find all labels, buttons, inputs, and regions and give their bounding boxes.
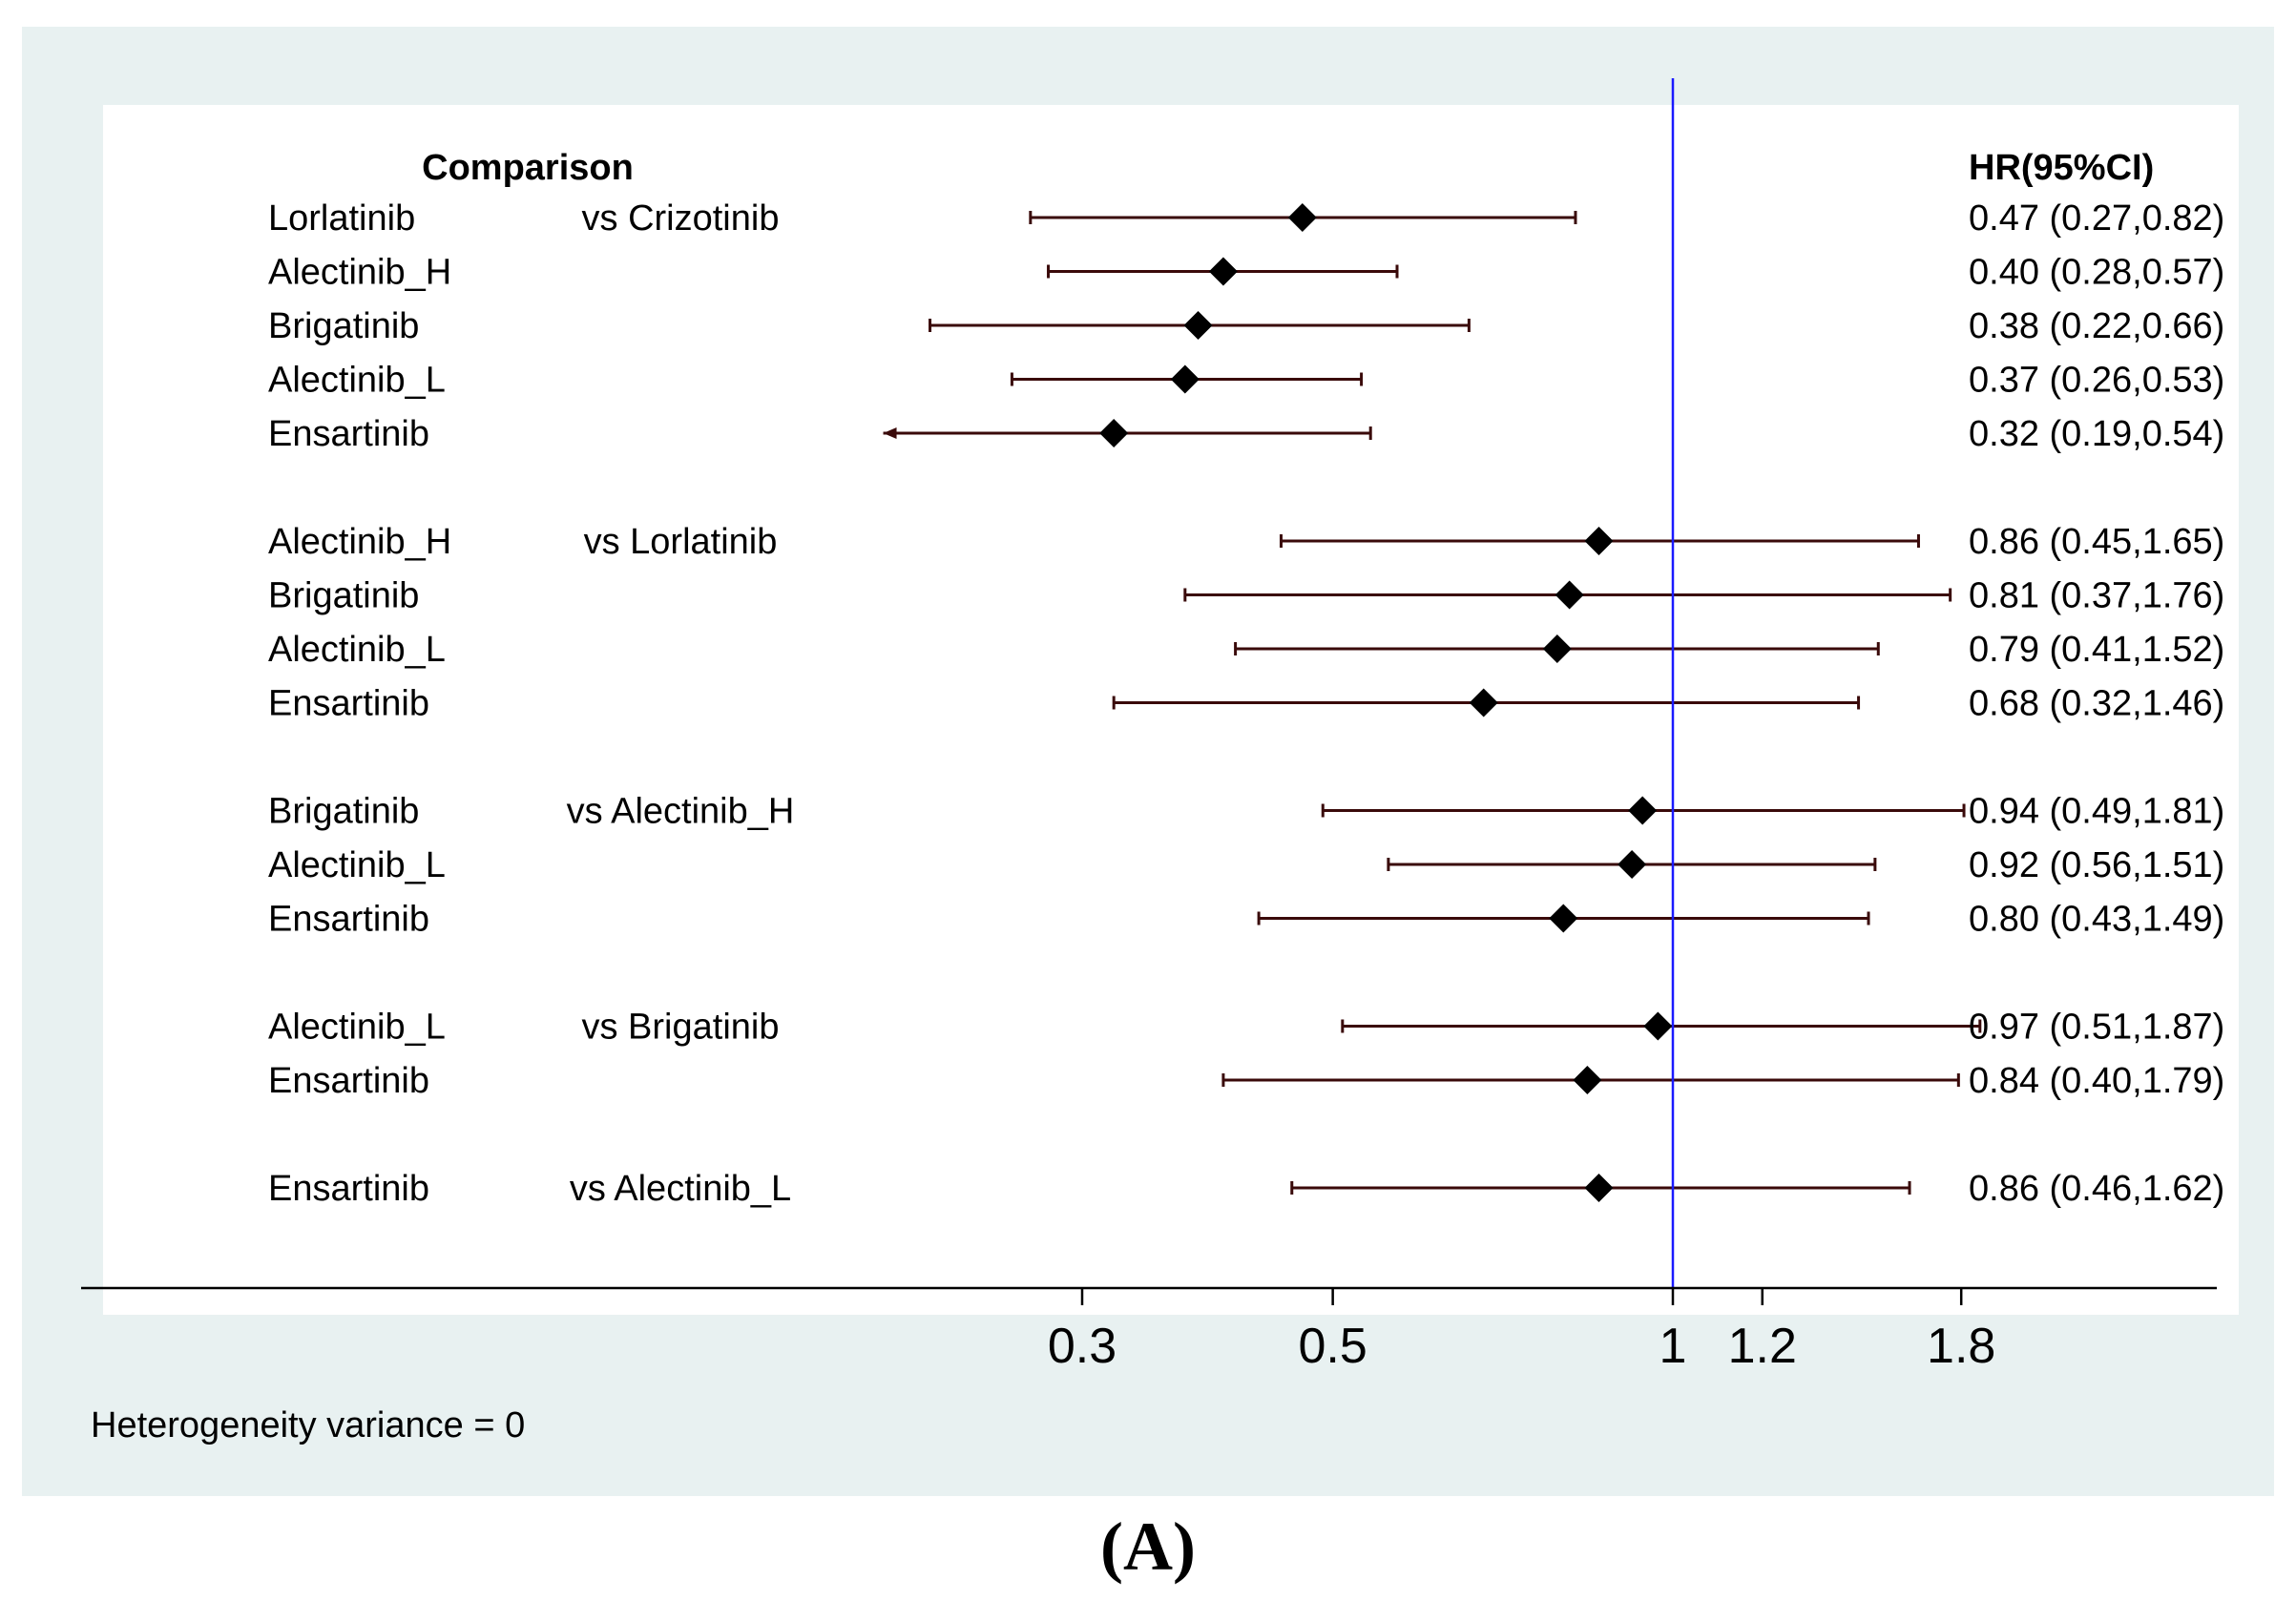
hr-ci-label: 0.38 (0.22,0.66) — [1969, 306, 2224, 346]
x-tick-label: 0.5 — [1298, 1319, 1367, 1374]
hr-ci-label: 0.94 (0.49,1.81) — [1969, 792, 2224, 832]
treatment-label: Ensartinib — [268, 1169, 429, 1209]
treatment-label: Ensartinib — [268, 414, 429, 454]
reference-label: vs Brigatinib — [582, 1008, 780, 1048]
forest-row: Alectinib_L vs Brigatinib 0.97 (0.51,1.87) — [268, 1008, 2224, 1048]
forest-row: Alectinib_L 0.79 (0.41,1.52) — [268, 630, 2224, 670]
hr-ci-label: 0.79 (0.41,1.52) — [1969, 630, 2224, 670]
forest-row: Ensartinib vs Alectinib_L 0.86 (0.46,1.62) — [268, 1169, 2224, 1209]
hr-marker — [1628, 796, 1658, 825]
hr-marker — [1099, 419, 1129, 447]
treatment-label: Ensartinib — [268, 684, 429, 724]
hr-marker — [1287, 203, 1317, 232]
hr-ci-label: 0.86 (0.46,1.62) — [1969, 1169, 2224, 1209]
ci-clip-arrow — [883, 427, 897, 439]
treatment-label: Brigatinib — [268, 576, 419, 616]
hr-marker — [1584, 1174, 1614, 1202]
reference-label: vs Alectinib_H — [567, 792, 795, 832]
treatment-label: Brigatinib — [268, 792, 419, 832]
treatment-label: Lorlatinib — [268, 198, 415, 239]
hr-ci-label: 0.32 (0.19,0.54) — [1969, 414, 2224, 454]
hr-ci-label: 0.97 (0.51,1.87) — [1969, 1008, 2224, 1048]
x-tick-label: 1.8 — [1927, 1319, 1995, 1374]
hr-marker — [1643, 1011, 1673, 1041]
reference-label: vs Crizotinib — [582, 198, 780, 239]
hr-marker — [1183, 311, 1213, 340]
treatment-label: Alectinib_H — [268, 522, 451, 562]
hr-marker — [1573, 1066, 1602, 1094]
plot-panel — [103, 105, 2239, 1315]
treatment-label: Alectinib_L — [268, 361, 446, 401]
treatment-label: Alectinib_L — [268, 630, 446, 670]
hr-ci-label: 0.92 (0.56,1.51) — [1969, 845, 2224, 885]
forest-row: Brigatinib vs Alectinib_H 0.94 (0.49,1.81) — [268, 792, 2224, 832]
estimate-header: HR(95%CI) — [1969, 148, 2154, 188]
x-tick-label: 1 — [1659, 1319, 1687, 1374]
forest-row: Ensartinib 0.80 (0.43,1.49) — [268, 900, 2224, 940]
hr-marker — [1618, 850, 1647, 879]
hr-marker — [1584, 527, 1614, 555]
treatment-label: Brigatinib — [268, 306, 419, 346]
x-tick-label: 1.2 — [1728, 1319, 1797, 1374]
hr-ci-label: 0.37 (0.26,0.53) — [1969, 361, 2224, 401]
x-axis-ticks: 0.3 0.5 1 1.2 1.8 — [1048, 1288, 1995, 1374]
forest-row: Ensartinib 0.84 (0.40,1.79) — [268, 1061, 2224, 1101]
hr-marker — [1542, 634, 1572, 663]
hr-ci-label: 0.47 (0.27,0.82) — [1969, 198, 2224, 239]
forest-row: Ensartinib 0.32 (0.19,0.54) — [268, 414, 2224, 454]
hr-marker — [1208, 257, 1238, 286]
forest-row: Lorlatinib vs Crizotinib 0.47 (0.27,0.82) — [268, 198, 2224, 239]
treatment-label: Alectinib_H — [268, 253, 451, 293]
hr-ci-label: 0.80 (0.43,1.49) — [1969, 900, 2224, 940]
hr-ci-label: 0.40 (0.28,0.57) — [1969, 253, 2224, 293]
treatment-label: Alectinib_L — [268, 1008, 446, 1048]
rows-layer: Lorlatinib vs Crizotinib 0.47 (0.27,0.82) A… — [268, 198, 2224, 1209]
figure-frame: Comparison HR(95%CI) Lorlatinib vs Crizot… — [22, 27, 2274, 1496]
hr-marker — [1469, 688, 1498, 717]
treatment-label: Ensartinib — [268, 1061, 429, 1101]
treatment-label: Alectinib_L — [268, 845, 446, 885]
treatment-label: Ensartinib — [268, 900, 429, 940]
hr-marker — [1170, 364, 1200, 394]
forest-plot: Comparison HR(95%CI) Lorlatinib vs Crizot… — [81, 78, 2224, 1445]
hr-ci-label: 0.84 (0.40,1.79) — [1969, 1061, 2224, 1101]
forest-row: Alectinib_H 0.40 (0.28,0.57) — [268, 253, 2224, 293]
comparison-header: Comparison — [422, 148, 634, 188]
x-tick-label: 0.3 — [1048, 1319, 1117, 1374]
forest-row: Brigatinib 0.81 (0.37,1.76) — [268, 576, 2224, 616]
hr-ci-label: 0.68 (0.32,1.46) — [1969, 684, 2224, 724]
forest-row: Ensartinib 0.68 (0.32,1.46) — [268, 684, 2224, 724]
forest-row: Alectinib_H vs Lorlatinib 0.86 (0.45,1.65) — [268, 522, 2224, 562]
forest-row: Alectinib_L 0.92 (0.56,1.51) — [268, 845, 2224, 885]
forest-row: Alectinib_L 0.37 (0.26,0.53) — [268, 361, 2224, 401]
forest-row: Brigatinib 0.38 (0.22,0.66) — [268, 306, 2224, 346]
reference-label: vs Alectinib_L — [570, 1169, 791, 1209]
reference-label: vs Lorlatinib — [584, 522, 778, 562]
hr-ci-label: 0.86 (0.45,1.65) — [1969, 522, 2224, 562]
hr-marker — [1555, 580, 1584, 610]
heterogeneity-note: Heterogeneity variance = 0 — [91, 1405, 525, 1445]
panel-label: (A) — [1100, 1508, 1196, 1585]
hr-marker — [1549, 904, 1578, 933]
hr-ci-label: 0.81 (0.37,1.76) — [1969, 576, 2224, 616]
